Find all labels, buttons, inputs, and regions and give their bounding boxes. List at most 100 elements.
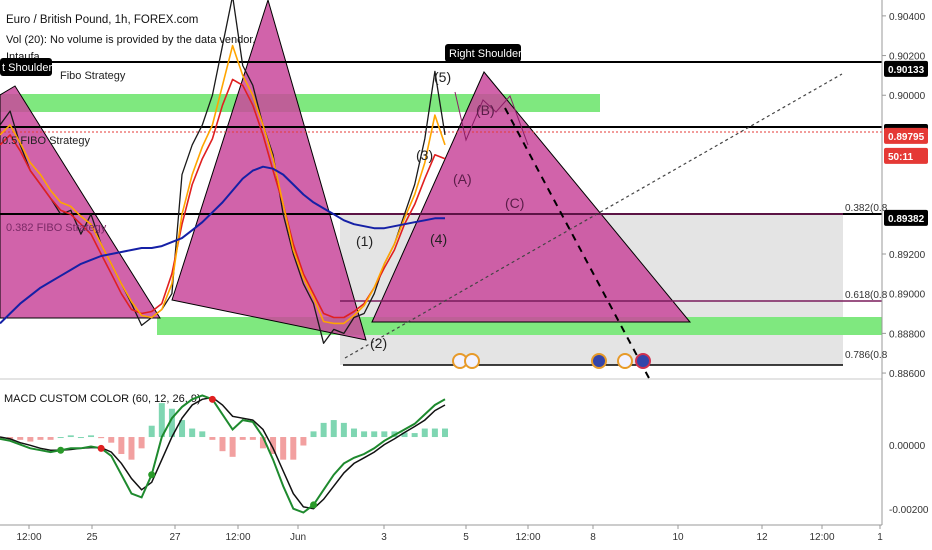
fib-label-618: 0.618(0.8: [845, 290, 888, 301]
price-tag-box: [884, 60, 928, 77]
price-tag-label: 0.90133: [888, 65, 925, 76]
price-tag-box: [884, 127, 928, 144]
x-tick-label: 10: [672, 532, 684, 543]
y-tick-label: 0.90400: [889, 12, 926, 23]
macd-histogram-bar: [421, 428, 428, 438]
macd-histogram-bar: [57, 437, 64, 439]
macd-tick-0: 0.00000: [889, 441, 926, 452]
y-tick-label: 0.90200: [889, 52, 926, 63]
macd-cross-dot: [148, 471, 156, 479]
macd-histogram-bar: [219, 437, 226, 452]
macd-histogram-bar: [47, 437, 54, 440]
macd-histogram-bar: [168, 408, 175, 438]
fib-label-786: 0.786(0.8: [845, 350, 888, 361]
flag-icon-eu[interactable]: [591, 353, 607, 369]
macd-histogram-bar: [401, 432, 408, 438]
y-tick-label: 0.88800: [889, 329, 926, 340]
macd-histogram-bar: [229, 437, 236, 457]
wave-label-4: (4): [430, 231, 447, 247]
flag-icon-uk[interactable]: [617, 353, 633, 369]
ma-blue-line: [0, 165, 445, 325]
macd-cross-dot: [208, 395, 216, 403]
wave-label-5: (5): [434, 69, 451, 85]
fibo-label-top: Fibo Strategy: [60, 70, 126, 82]
macd-cross-dot: [57, 446, 65, 454]
macd-histogram-bar: [270, 437, 277, 454]
macd-histogram-bar: [158, 403, 165, 438]
macd-line: [0, 394, 446, 514]
price-tag-label: 50:11: [888, 152, 913, 163]
y-tick-label: 0.89200: [889, 250, 926, 261]
x-tick-label: 8: [590, 532, 596, 543]
x-tick-label: 1: [877, 532, 883, 543]
y-tick-label: 0.90000: [889, 91, 926, 102]
price-tag-label: 0.89382: [888, 214, 925, 225]
y-tick-label: 0.88600: [889, 369, 926, 380]
wave-label-b: (B): [476, 102, 495, 118]
flag-icon-uk[interactable]: [464, 353, 480, 369]
macd-histogram-bar: [259, 437, 266, 449]
x-tick-label: 12:00: [515, 532, 540, 543]
volume-note: Vol (20): No volume is provided by the d…: [6, 34, 255, 46]
x-tick-label: 12:00: [809, 532, 834, 543]
macd-histogram-bar: [249, 437, 256, 440]
y-tick-label: 0.89000: [889, 290, 926, 301]
x-tick-label: 3: [381, 532, 387, 543]
x-tick-label: Jun: [290, 532, 306, 543]
right-shoulder-badge: [445, 44, 521, 62]
macd-histogram-bar: [98, 437, 105, 439]
wave-label-a: (A): [453, 171, 472, 187]
left-shoulder-triangle: [0, 85, 161, 319]
macd-histogram-bar: [320, 422, 327, 438]
wave-label-2: (2): [370, 335, 387, 351]
macd-histogram-bar: [290, 437, 297, 460]
left-shoulder-badge: [0, 58, 52, 76]
wave-abc-path: [454, 91, 529, 146]
wave-label-1: (1): [356, 233, 373, 249]
fibo-label-low: 0.382 FIBO Strategy: [6, 222, 107, 234]
fib-label-382: 0.382(0.8: [845, 203, 888, 214]
x-tick-label: 5: [463, 532, 469, 543]
flag-icon-eu[interactable]: [635, 353, 651, 369]
x-tick-label: 27: [169, 532, 181, 543]
right-shoulder-text: Right Shoulder: [449, 48, 522, 60]
ma-orange-line: [0, 44, 446, 325]
macd-histogram-bar: [209, 437, 216, 440]
macd-histogram-bar: [350, 428, 357, 438]
chart-symbol-title: Euro / British Pound, 1h, FOREX.com: [6, 14, 198, 26]
macd-histogram-bar: [118, 437, 125, 454]
macd-histogram-bar: [310, 431, 317, 438]
right-shoulder-triangle: [371, 71, 692, 323]
macd-histogram-bar: [37, 437, 44, 440]
macd-histogram-bar: [371, 431, 378, 438]
macd-cross-dot: [310, 501, 318, 509]
macd-histogram-bar: [300, 437, 307, 446]
macd-histogram-bar: [128, 437, 135, 460]
x-tick-label: 12:00: [16, 532, 41, 543]
macd-histogram-bar: [411, 433, 418, 438]
macd-histogram-bar: [17, 437, 24, 440]
macd-histogram-bar: [361, 431, 368, 438]
macd-histogram-bar: [148, 425, 155, 438]
zone-green-top: [0, 94, 600, 112]
x-tick-label: 12: [756, 532, 768, 543]
macd-histogram-bar: [138, 437, 145, 449]
x-tick-label: 12:00: [225, 532, 250, 543]
macd-histogram-bar: [189, 428, 196, 438]
price-tag-box: [884, 147, 928, 164]
macd-histogram-bar: [179, 420, 186, 438]
price-tag-label: 0.89795: [888, 132, 925, 143]
macd-title: MACD CUSTOM COLOR (60, 12, 26, 9): [4, 393, 201, 405]
macd-histogram-bar: [381, 431, 388, 438]
price-tag-box: [884, 209, 928, 226]
macd-histogram-bar: [442, 428, 448, 438]
macd-histogram-bar: [330, 420, 337, 438]
macd-histogram-bar: [108, 437, 115, 443]
macd-histogram-bar: [67, 435, 74, 438]
macd-histogram-bar: [239, 437, 246, 440]
macd-histogram-bar: [280, 437, 287, 460]
event-icons: [452, 353, 651, 369]
wave-label-c: (C): [505, 195, 524, 211]
macd-histogram-bar: [340, 422, 347, 438]
